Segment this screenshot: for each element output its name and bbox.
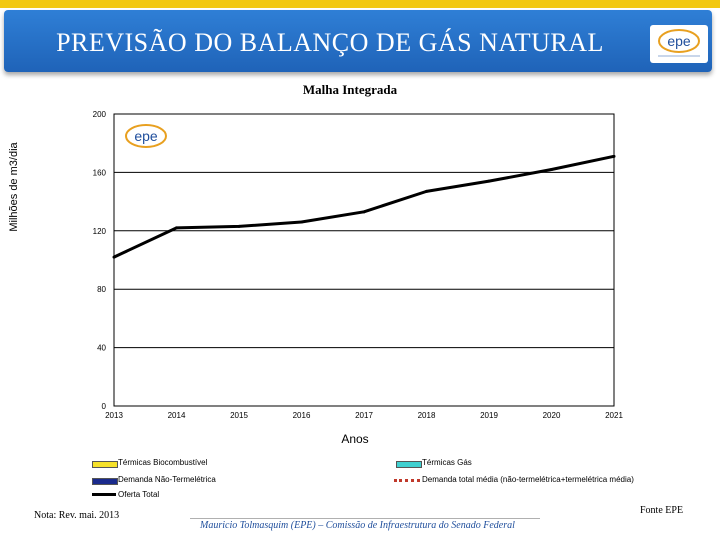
y-tick-label: 80: [97, 285, 106, 294]
x-tick-label: 2018: [418, 411, 436, 420]
x-tick-label: 2017: [355, 411, 373, 420]
data-point: [175, 226, 178, 230]
chart-title: Malha Integrada: [302, 82, 398, 97]
footer-credit: Mauricio Tolmasquim (EPE) – Comissão de …: [200, 520, 515, 531]
watermark-logo-ring: [125, 124, 167, 148]
y-tick-label: 200: [93, 110, 107, 119]
legend-key-demanda-total-media: [394, 479, 420, 482]
data-point: [300, 220, 303, 224]
watermark-logo-text: epe: [134, 128, 158, 144]
logo-text: epe: [667, 33, 691, 49]
top-accent-bar: [0, 0, 720, 8]
plot-area: [113, 113, 615, 407]
y-tick-label: 40: [97, 344, 106, 353]
title-banner: [4, 10, 712, 72]
x-axis-label: Anos: [341, 432, 369, 446]
data-point: [237, 224, 241, 228]
x-tick-label: 2019: [480, 411, 498, 420]
legend-key-termicas-biocombustivel: [92, 461, 118, 468]
x-tick-label: 2014: [168, 411, 186, 420]
x-tick-label: 2020: [543, 411, 561, 420]
data-point: [425, 189, 428, 193]
revision-note: Nota: Rev. mai. 2013: [34, 510, 120, 521]
x-tick-label: 2021: [605, 411, 623, 420]
slide-title: PREVISÃO DO BALANÇO DE GÁS NATURAL: [56, 28, 604, 57]
legend-label-termicas-biocombustivel: Térmicas Biocombustível: [118, 458, 208, 467]
y-tick-label: 160: [93, 168, 107, 177]
footer-divider: [190, 518, 540, 519]
x-tick-label: 2016: [293, 411, 311, 420]
data-point: [362, 210, 366, 214]
data-point: [112, 255, 116, 259]
data-point: [550, 167, 553, 171]
legend-key-demanda-nao-termeletrica: [92, 478, 118, 485]
legend-key-termicas-gas: [396, 461, 422, 468]
legend-label-termicas-gas: Térmicas Gás: [422, 458, 472, 467]
data-point: [612, 154, 616, 158]
legend-key-oferta-total: [92, 493, 116, 496]
y-tick-label: 120: [93, 227, 107, 236]
source-label: Fonte EPE: [640, 505, 684, 516]
epe-logo: epe: [650, 25, 708, 63]
data-point: [487, 179, 491, 183]
legend-label-demanda-nao-termeletrica: Demanda Não-Termelétrica: [118, 475, 216, 484]
y-tick-label: 0: [102, 402, 107, 411]
legend-label-oferta-total: Oferta Total: [118, 490, 160, 499]
legend-label-demanda-total-media: Demanda total média (não-termelétrica+te…: [422, 475, 634, 484]
x-tick-label: 2013: [105, 411, 123, 420]
x-tick-label: 2015: [230, 411, 248, 420]
